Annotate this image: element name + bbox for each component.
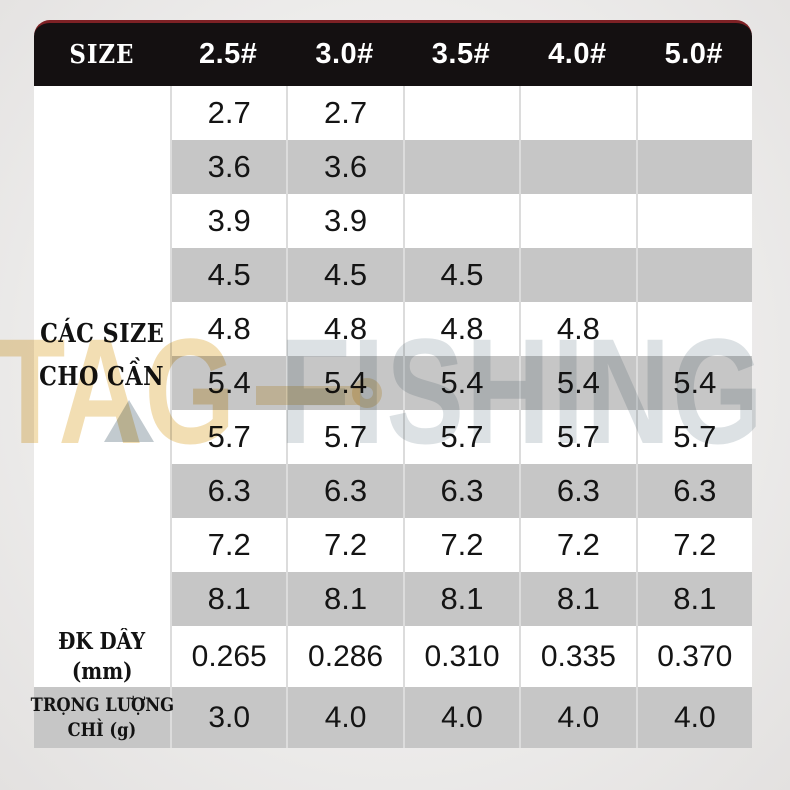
lead-weight-cell: 4.0 [635,687,752,748]
line-diameter-label: ĐK DÂY (mm) [34,626,170,687]
size-cell: 6.3 [402,464,520,518]
size-cell: 8.1 [170,572,287,626]
rod-sizes-label-line2: CHO CẦN [39,362,165,392]
size-cell: 7.2 [170,518,287,572]
size-cell: 4.5 [170,248,287,302]
size-cell: 5.7 [170,410,287,464]
size-cell: 6.3 [170,464,287,518]
size-cell: 8.1 [519,572,636,626]
size-cell: 5.4 [519,356,636,410]
size-cell: 4.5 [286,248,403,302]
size-cell: 4.8 [170,302,287,356]
size-cell: 4.8 [286,302,403,356]
size-cell: 7.2 [402,518,520,572]
line-diameter-label-line2: (mm) [71,657,133,685]
size-cell: 3.6 [170,140,287,194]
size-cell: 8.1 [402,572,520,626]
size-cell: 6.3 [519,464,636,518]
rod-sizes-label: CÁC SIZE CHO CẦN [34,86,170,626]
size-cell [635,302,752,356]
size-cell: 5.4 [286,356,403,410]
size-cell: 5.7 [519,410,636,464]
size-cell: 2.7 [286,86,403,140]
size-cell: 4.5 [402,248,520,302]
header-size-text: SIZE [69,40,135,70]
header-col-1: 2.5# [198,38,258,70]
size-cell: 8.1 [635,572,752,626]
header-col-2: 3.0# [315,38,374,70]
lead-weight-label-line2: CHÌ (g) [67,718,137,741]
lead-weight-label-line1: TRỌNG LƯỢNG [30,693,174,716]
size-cell: 7.2 [635,518,752,572]
lead-weight-cell: 4.0 [286,687,403,748]
size-cell [519,140,636,194]
lead-weight-cell: 4.0 [519,687,636,748]
header-col-5: 5.0# [664,38,724,70]
size-cell: 7.2 [286,518,403,572]
size-cell [402,86,520,140]
size-cell: 4.8 [519,302,636,356]
size-cell [635,194,752,248]
line-diameter-cell: 0.370 [635,626,752,687]
size-cell [402,140,520,194]
size-cell [519,248,636,302]
size-cell: 5.4 [170,356,287,410]
size-cell: 5.7 [402,410,520,464]
lead-weight-cell: 4.0 [402,687,520,748]
size-cell: 5.4 [635,356,752,410]
size-cell [519,194,636,248]
line-diameter-cell: 0.286 [286,626,403,687]
line-diameter-cell: 0.310 [402,626,520,687]
table-body: CÁC SIZE CHO CẦN 2.7 2.7 3.6 3.6 3.9 3.9 4.5 4.5 4… [30,86,752,748]
size-cell: 6.3 [635,464,752,518]
size-cell: 5.7 [286,410,403,464]
size-cell: 3.9 [286,194,403,248]
rod-sizes-label-line1: CÁC SIZE [39,319,165,349]
size-cell: 8.1 [286,572,403,626]
lead-weight-label: TRỌNG LƯỢNG CHÌ (g) [30,687,174,748]
size-cell: 7.2 [519,518,636,572]
size-cell [635,248,752,302]
size-cell: 3.6 [286,140,403,194]
size-cell: 5.4 [402,356,520,410]
table-header: SIZE 2.5# 3.0# 3.5# 4.0# 5.0# [34,20,752,86]
size-cell: 5.7 [635,410,752,464]
size-cell: 3.9 [170,194,287,248]
size-cell: 2.7 [170,86,287,140]
size-cell [519,86,636,140]
header-col-3: 3.5# [431,38,491,70]
size-cell [635,140,752,194]
size-cell [635,86,752,140]
line-diameter-cell: 0.335 [519,626,636,687]
size-cell: 4.8 [402,302,520,356]
header-col-4: 4.0# [548,38,607,70]
header-size-label: SIZE [34,38,170,71]
size-cell [402,194,520,248]
line-diameter-cell: 0.265 [170,626,287,687]
lead-weight-cell: 3.0 [170,687,287,748]
line-diameter-label-line1: ĐK DÂY [58,627,146,655]
size-cell: 6.3 [286,464,403,518]
